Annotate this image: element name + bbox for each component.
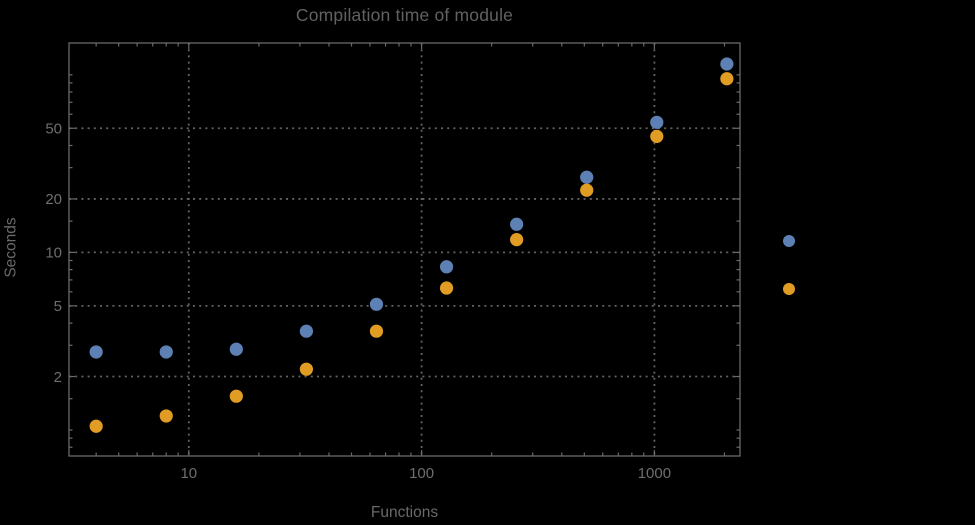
data-point-series-2 (299, 362, 313, 376)
data-point-series-1 (720, 57, 734, 71)
data-point-series-2 (229, 389, 243, 403)
y-tick-label: 20 (45, 191, 62, 208)
data-point-series-1 (89, 345, 103, 359)
x-tick-label: 10 (180, 465, 197, 482)
data-point-series-1 (510, 217, 524, 231)
x-tick-label: 1000 (638, 465, 671, 482)
x-axis-label: Functions (370, 504, 439, 521)
data-point-series-2 (89, 419, 103, 433)
y-tick-label: 50 (45, 121, 62, 138)
data-point-series-1 (650, 115, 664, 129)
data-point-series-2 (159, 409, 173, 423)
data-point-series-2 (650, 129, 664, 143)
y-tick-label: 5 (54, 298, 62, 315)
data-point-series-1 (299, 324, 313, 338)
legend-marker-series-2 (783, 283, 795, 295)
data-point-series-2 (720, 72, 734, 86)
data-point-series-2 (369, 324, 384, 338)
x-tick-label: 100 (409, 465, 434, 482)
data-point-series-2 (580, 183, 594, 197)
y-tick-label: 2 (54, 369, 62, 386)
data-point-series-2 (510, 233, 524, 247)
data-point-series-1 (439, 260, 454, 274)
data-point-series-1 (580, 170, 594, 184)
data-point-series-1 (229, 342, 243, 356)
data-point-series-1 (159, 345, 173, 359)
chart-title: Compilation time of module (295, 5, 514, 25)
y-axis-label: Seconds (2, 217, 20, 278)
y-tick-label: 10 (45, 245, 62, 262)
data-point-series-1 (369, 297, 384, 311)
plot-frame (68, 42, 741, 457)
legend-marker-series-1 (783, 235, 795, 247)
data-point-series-2 (439, 281, 454, 295)
